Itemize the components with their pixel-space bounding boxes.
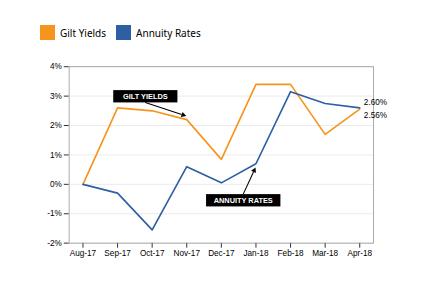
- svg-text:2.56%: 2.56%: [364, 111, 387, 120]
- svg-text:Aug-17: Aug-17: [70, 249, 97, 258]
- svg-text:GILT YIELDS: GILT YIELDS: [123, 92, 168, 101]
- svg-text:Sep-17: Sep-17: [104, 249, 131, 258]
- svg-text:Oct-17: Oct-17: [140, 249, 165, 258]
- svg-text:ANNUITY RATES: ANNUITY RATES: [214, 196, 273, 205]
- svg-text:2%: 2%: [50, 121, 62, 130]
- svg-text:1%: 1%: [50, 151, 62, 160]
- html-text:Annuity Rates: Annuity Rates: [136, 25, 201, 40]
- svg-text:3%: 3%: [50, 92, 62, 101]
- svg-text:4%: 4%: [50, 62, 62, 71]
- svg-text:Dec-17: Dec-17: [208, 249, 235, 258]
- svg-text:-1%: -1%: [47, 209, 62, 218]
- svg-text:Mar-18: Mar-18: [312, 249, 338, 258]
- svg-text:0%: 0%: [50, 180, 62, 189]
- svg-text:-2%: -2%: [47, 239, 62, 248]
- svg-text:Nov-17: Nov-17: [174, 249, 201, 258]
- svg-text:2.60%: 2.60%: [364, 98, 387, 107]
- svg-text:Feb-18: Feb-18: [278, 249, 304, 258]
- svg-text:Apr-18: Apr-18: [347, 249, 372, 258]
- svg-text:Jan-18: Jan-18: [243, 249, 268, 258]
- html-text:Gilt Yields: Gilt Yields: [60, 25, 107, 40]
